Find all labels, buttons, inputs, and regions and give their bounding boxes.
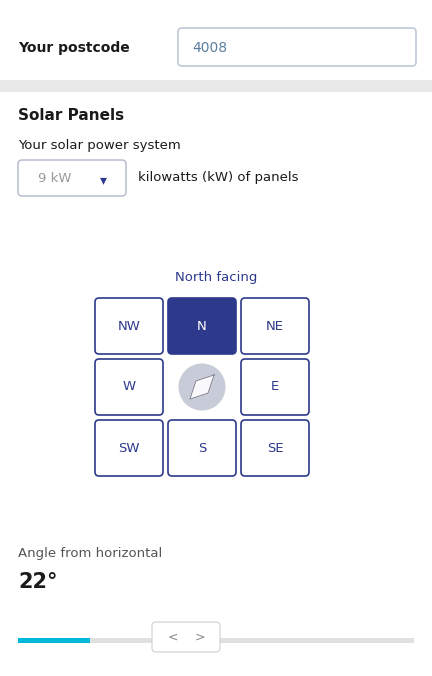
Text: 4008: 4008: [192, 41, 227, 55]
Bar: [0, 80, 432, 92]
FancyBboxPatch shape: [178, 28, 416, 66]
Text: S: S: [198, 441, 206, 454]
Text: Your postcode: Your postcode: [18, 41, 130, 55]
Text: E: E: [271, 381, 279, 393]
Text: NE: NE: [266, 320, 284, 333]
Text: 22°: 22°: [18, 572, 57, 592]
Text: North facing: North facing: [175, 272, 257, 285]
Bar: [18, 638, 414, 643]
FancyBboxPatch shape: [241, 420, 309, 476]
Text: W: W: [122, 381, 136, 393]
Text: N: N: [197, 320, 207, 333]
Text: NW: NW: [118, 320, 140, 333]
Bar: [18, 638, 90, 643]
Text: Your solar power system: Your solar power system: [18, 139, 181, 153]
FancyBboxPatch shape: [95, 298, 163, 354]
FancyBboxPatch shape: [95, 420, 163, 476]
FancyBboxPatch shape: [241, 298, 309, 354]
FancyBboxPatch shape: [241, 359, 309, 415]
Circle shape: [178, 364, 226, 410]
Text: Angle from horizontal: Angle from horizontal: [18, 548, 162, 560]
Text: ▾: ▾: [99, 173, 107, 187]
Text: kilowatts (kW) of panels: kilowatts (kW) of panels: [138, 172, 299, 185]
Text: <: <: [167, 631, 178, 644]
Text: 9 kW: 9 kW: [38, 172, 72, 185]
Text: SE: SE: [267, 441, 283, 454]
FancyBboxPatch shape: [18, 160, 126, 196]
FancyBboxPatch shape: [95, 359, 163, 415]
FancyBboxPatch shape: [168, 420, 236, 476]
FancyBboxPatch shape: [152, 622, 220, 652]
Polygon shape: [190, 375, 214, 400]
Text: SW: SW: [118, 441, 140, 454]
FancyBboxPatch shape: [168, 298, 236, 354]
Text: Solar Panels: Solar Panels: [18, 109, 124, 124]
Text: >: >: [194, 631, 205, 644]
